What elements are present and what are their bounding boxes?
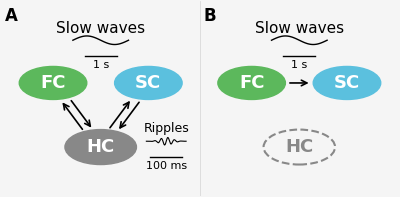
Text: 1 s: 1 s: [291, 60, 308, 70]
Text: SC: SC: [334, 74, 360, 92]
Text: FC: FC: [239, 74, 264, 92]
Text: 100 ms: 100 ms: [146, 161, 187, 171]
Text: FC: FC: [40, 74, 66, 92]
Circle shape: [65, 130, 136, 164]
Text: 1 s: 1 s: [92, 60, 109, 70]
Circle shape: [114, 66, 182, 99]
Text: Slow waves: Slow waves: [56, 21, 145, 36]
Circle shape: [218, 66, 286, 99]
Text: Ripples: Ripples: [143, 122, 189, 135]
Circle shape: [19, 66, 87, 99]
Circle shape: [313, 66, 381, 99]
Text: A: A: [5, 7, 18, 25]
Text: HC: HC: [285, 138, 314, 156]
Text: Slow waves: Slow waves: [255, 21, 344, 36]
Text: B: B: [204, 7, 216, 25]
Text: SC: SC: [135, 74, 162, 92]
Text: HC: HC: [86, 138, 115, 156]
